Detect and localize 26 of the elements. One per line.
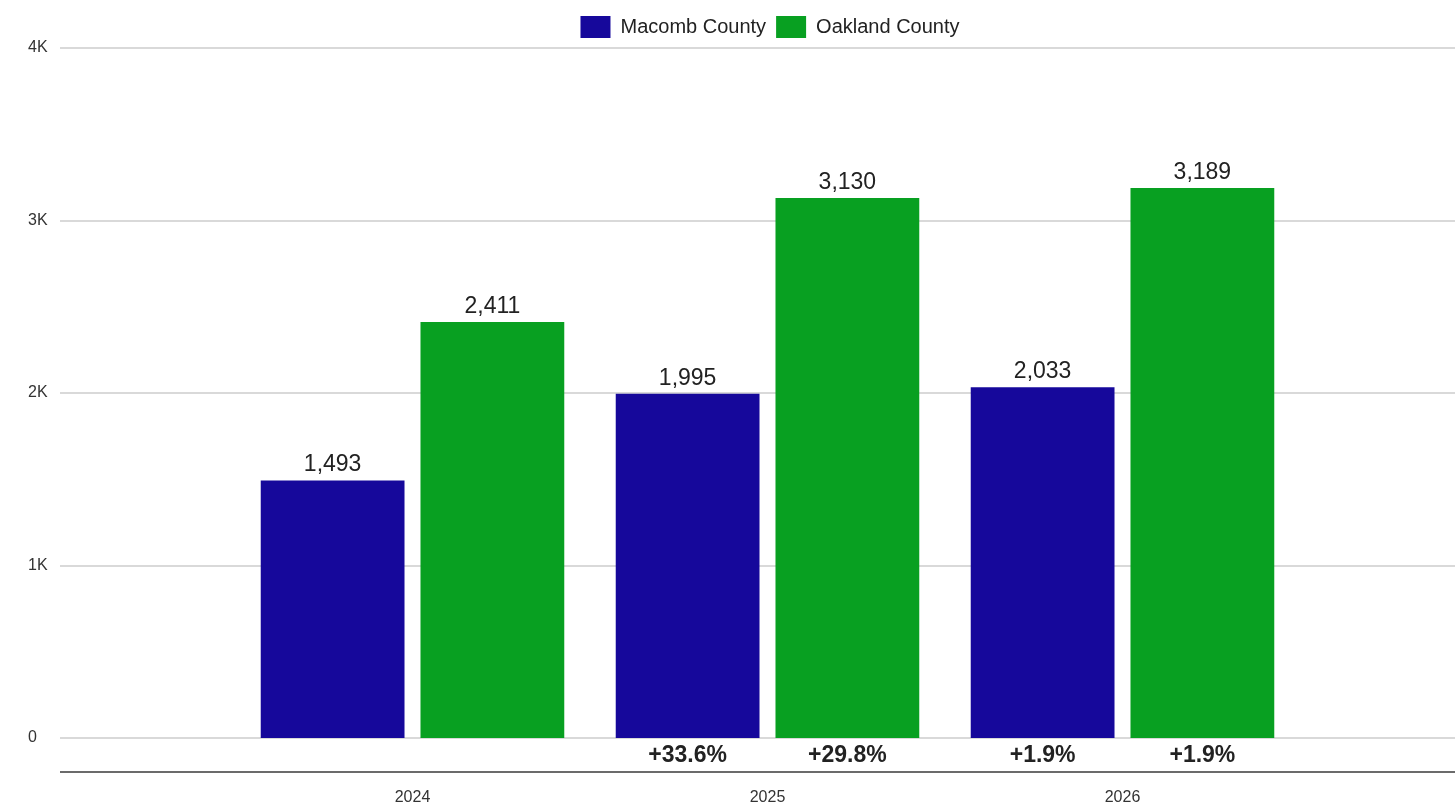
data-label: 3,189 bbox=[1173, 157, 1232, 184]
x-tick-label: 2026 bbox=[1104, 788, 1141, 805]
y-tick-label: 1K bbox=[28, 555, 48, 573]
bar bbox=[260, 480, 405, 738]
legend-label: Oakland County bbox=[816, 14, 960, 37]
text: +29.8% bbox=[808, 740, 887, 767]
y-tick-label: 0 bbox=[28, 728, 37, 746]
data-label: 2,411 bbox=[464, 291, 521, 318]
text: +1.9% bbox=[1169, 740, 1236, 767]
text: +33.6% bbox=[648, 740, 727, 767]
bar bbox=[615, 393, 760, 738]
x-tick-label: 2025 bbox=[749, 788, 786, 805]
bar bbox=[1130, 187, 1275, 738]
y-tick-label: 3K bbox=[28, 210, 48, 228]
bar bbox=[775, 198, 920, 738]
data-label: 1,493 bbox=[303, 450, 362, 477]
y-tick-label: 2K bbox=[28, 383, 48, 401]
x-tick-label: 2024 bbox=[394, 788, 431, 805]
data-label: 2,033 bbox=[1013, 357, 1072, 384]
text: +1.9% bbox=[1009, 740, 1076, 767]
data-label: 1,995 bbox=[658, 363, 717, 390]
data-label: 3,130 bbox=[818, 167, 877, 194]
y-tick-label: 4K bbox=[28, 38, 48, 56]
bar bbox=[970, 387, 1115, 738]
bar bbox=[420, 322, 565, 738]
legend-label: Macomb County bbox=[620, 14, 767, 37]
